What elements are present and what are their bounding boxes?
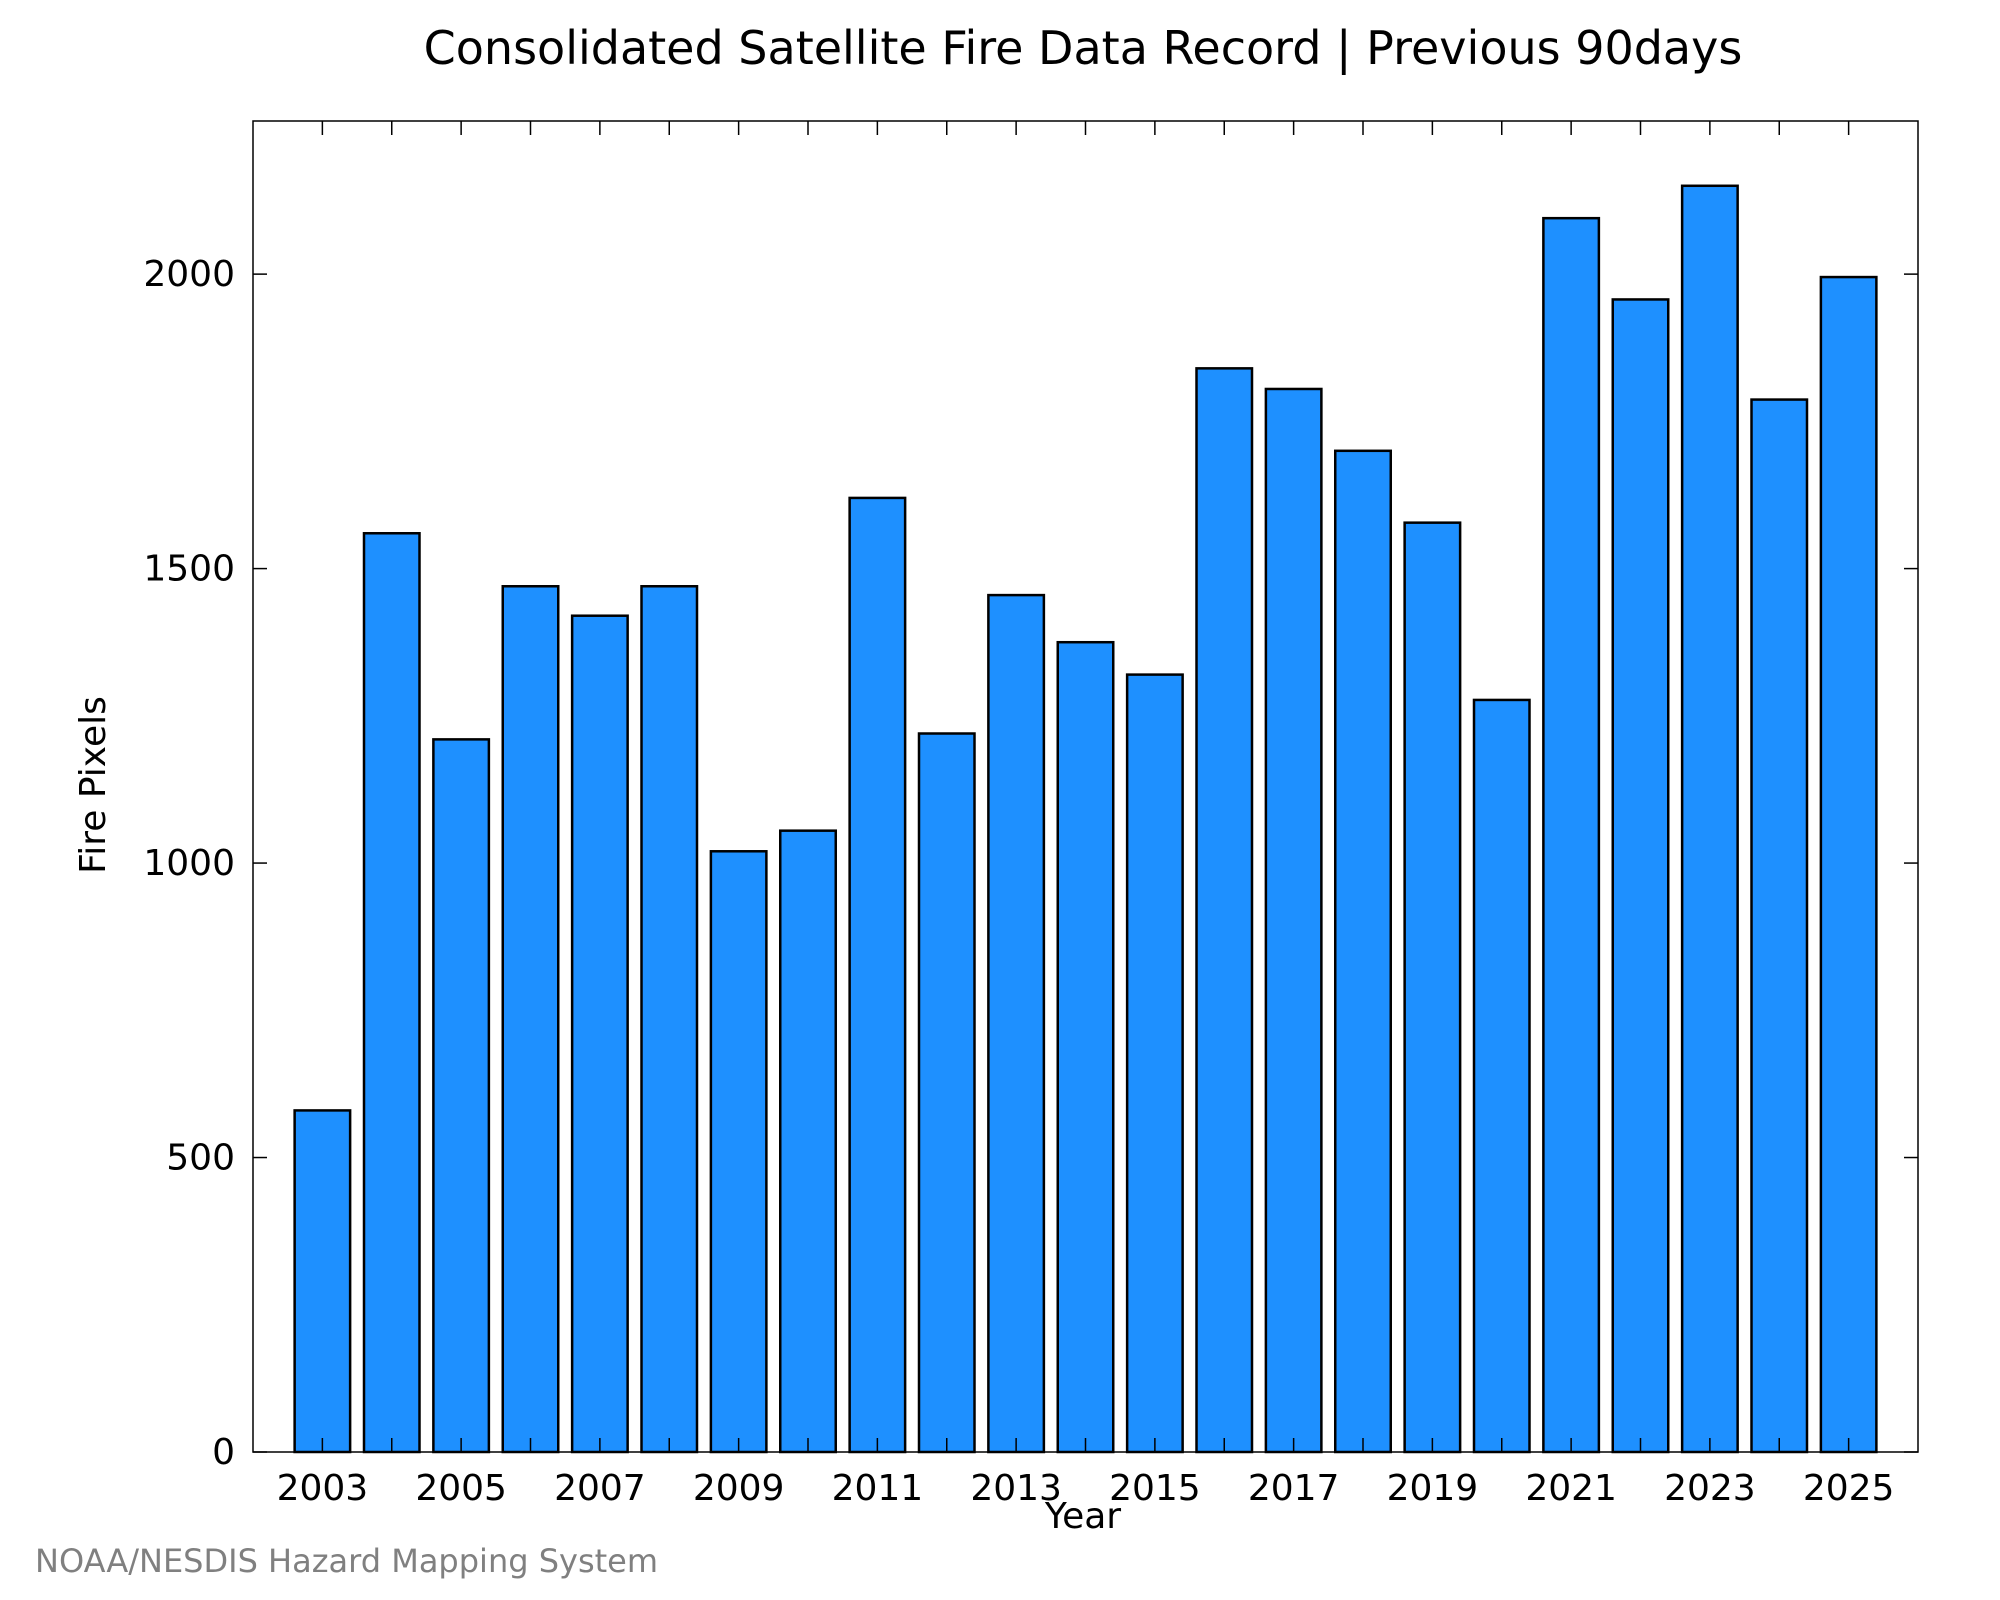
chart-title: Consolidated Satellite Fire Data Record … <box>424 21 1743 76</box>
bar-2013 <box>987 593 1046 1454</box>
x-tick-label-2009: 2009 <box>693 1468 785 1509</box>
y-tick-label-2000: 2000 <box>143 254 235 295</box>
x-tick-label-2015: 2015 <box>1109 1468 1201 1509</box>
y-axis-label: Fire Pixels <box>73 696 114 874</box>
bar-2005 <box>432 738 491 1454</box>
bar-2010 <box>779 829 837 1454</box>
bar-2012 <box>917 732 976 1454</box>
bar-2017 <box>1264 387 1323 1454</box>
bar-2023 <box>1680 184 1739 1454</box>
bar-2025 <box>1819 275 1878 1454</box>
bar-2003 <box>293 1109 352 1454</box>
bar-2008 <box>640 585 699 1454</box>
x-tick-label-2025: 2025 <box>1803 1468 1895 1509</box>
x-tick-label-2019: 2019 <box>1387 1468 1479 1509</box>
y-tick-label-500: 500 <box>166 1138 235 1179</box>
x-tick-label-2017: 2017 <box>1248 1468 1340 1509</box>
bar-2021 <box>1542 216 1601 1454</box>
credit-text: NOAA/NESDIS Hazard Mapping System <box>35 1542 658 1580</box>
bar-2024 <box>1750 398 1809 1454</box>
bar-2006 <box>501 585 560 1454</box>
bar-2020 <box>1472 698 1531 1454</box>
bar-2015 <box>1125 673 1184 1454</box>
plot-frame <box>252 120 1919 1453</box>
x-tick-label-2013: 2013 <box>970 1468 1062 1509</box>
bar-2007 <box>570 614 629 1454</box>
y-tick-label-1000: 1000 <box>143 843 235 884</box>
x-axis-label: Year <box>1044 1496 1121 1537</box>
bar-2004 <box>362 532 421 1454</box>
bar-2018 <box>1334 449 1392 1454</box>
x-tick-label-2021: 2021 <box>1525 1468 1617 1509</box>
y-tick-label-1500: 1500 <box>143 549 235 590</box>
bars-layer <box>293 184 1878 1454</box>
x-tick-label-2005: 2005 <box>415 1468 507 1509</box>
x-tick-label-2023: 2023 <box>1664 1468 1756 1509</box>
bar-2014 <box>1056 640 1115 1454</box>
x-tick-label-2007: 2007 <box>554 1468 646 1509</box>
bar-2016 <box>1195 367 1254 1454</box>
bar-2022 <box>1611 298 1670 1454</box>
bar-2009 <box>709 850 768 1454</box>
y-tick-label-0: 0 <box>212 1432 235 1473</box>
bar-2011 <box>848 496 907 1454</box>
x-tick-label-2011: 2011 <box>832 1468 924 1509</box>
bar-2019 <box>1403 521 1462 1454</box>
ticks-layer: 0 500 1000 1500 2000 2003 2005 2007 2009 2011 2013… <box>143 121 1918 1509</box>
x-tick-label-2003: 2003 <box>277 1468 369 1509</box>
